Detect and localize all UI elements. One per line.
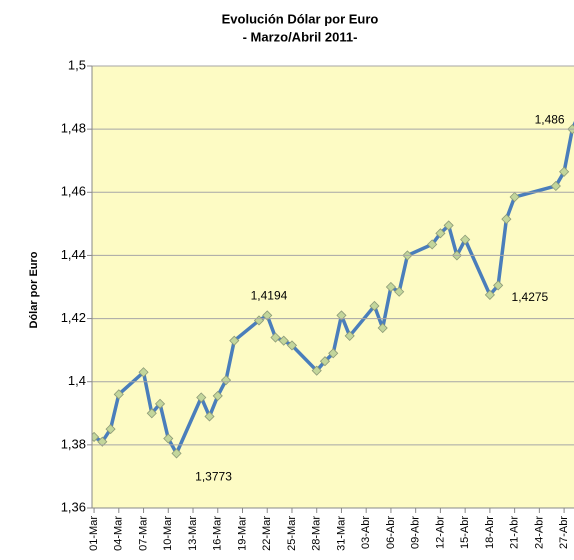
x-tick-label: 10-Mar: [162, 516, 174, 551]
y-tick-label: 1,4: [68, 373, 86, 388]
x-tick-label: 16-Mar: [212, 516, 224, 551]
x-tick-label: 28-Mar: [311, 516, 323, 551]
marker: [377, 322, 388, 334]
chart-subtitle: - Marzo/Abril 2011-: [243, 29, 358, 44]
x-tick-label: 03-Abr: [360, 516, 372, 549]
marker: [92, 431, 100, 443]
x-tick-label: 27-Abr: [558, 516, 570, 549]
marker: [220, 375, 232, 386]
marker: [286, 340, 298, 351]
marker: [196, 392, 207, 403]
marker: [427, 239, 438, 250]
marker: [336, 310, 347, 321]
plot-area: [92, 66, 574, 508]
marker: [319, 356, 331, 367]
marker: [146, 408, 157, 419]
y-tick-label: 1,36: [61, 499, 86, 514]
y-tick-label: 1,5: [68, 57, 86, 72]
x-tick-label: 12-Abr: [434, 516, 446, 549]
x-tick-label: 24-Abr: [533, 516, 545, 549]
x-tick-label: 07-Mar: [137, 516, 149, 551]
x-tick-label: 13-Mar: [187, 516, 199, 551]
marker: [163, 433, 174, 444]
marker: [559, 166, 570, 177]
marker: [105, 424, 116, 435]
marker: [212, 390, 223, 401]
marker: [171, 448, 182, 459]
plot: [92, 120, 574, 459]
marker: [493, 280, 504, 291]
y-tick-label: 1,48: [61, 121, 86, 136]
data-label: 1,4194: [251, 289, 288, 303]
marker: [138, 367, 149, 378]
marker: [154, 398, 166, 409]
x-tick-label: 19-Mar: [236, 516, 248, 551]
marker: [204, 411, 215, 422]
y-tick-label: 1,46: [61, 184, 86, 199]
marker: [311, 365, 322, 376]
y-axis-label: Dólar por Euro: [28, 251, 40, 328]
marker: [501, 214, 512, 225]
marker: [550, 180, 561, 192]
y-tick-label: 1,42: [61, 310, 86, 325]
x-tick-label: 01-Mar: [88, 516, 100, 551]
marker: [394, 286, 405, 297]
x-tick-label: 06-Abr: [385, 516, 397, 549]
x-tick-label: 25-Mar: [286, 516, 298, 551]
marker: [278, 335, 289, 346]
marker: [460, 234, 471, 245]
x-tick-label: 22-Mar: [261, 516, 273, 551]
data-label: 1,4275: [512, 290, 549, 304]
y-tick-label: 1,44: [61, 247, 86, 262]
marker: [328, 348, 339, 359]
marker: [435, 228, 446, 239]
x-tick-label: 09-Abr: [410, 516, 422, 549]
marker: [443, 220, 454, 231]
marker: [113, 389, 124, 400]
x-tick-label: 21-Abr: [509, 516, 521, 549]
x-tick-label: 15-Abr: [459, 516, 471, 549]
x-tick-label: 31-Mar: [335, 516, 347, 551]
chart-title: Evolución Dólar por Euro: [222, 11, 379, 26]
x-tick-label: 18-Abr: [484, 516, 496, 549]
marker: [262, 310, 273, 321]
marker: [229, 335, 240, 346]
data-label: 1,3773: [195, 470, 232, 484]
marker: [270, 332, 281, 343]
marker: [344, 330, 355, 342]
marker: [97, 436, 108, 447]
marker: [509, 191, 520, 203]
data-label: 1,486: [535, 112, 565, 126]
marker: [385, 281, 396, 293]
marker: [484, 289, 495, 300]
y-tick-label: 1,38: [61, 436, 86, 451]
marker: [369, 300, 380, 312]
x-tick-label: 04-Mar: [113, 516, 125, 551]
